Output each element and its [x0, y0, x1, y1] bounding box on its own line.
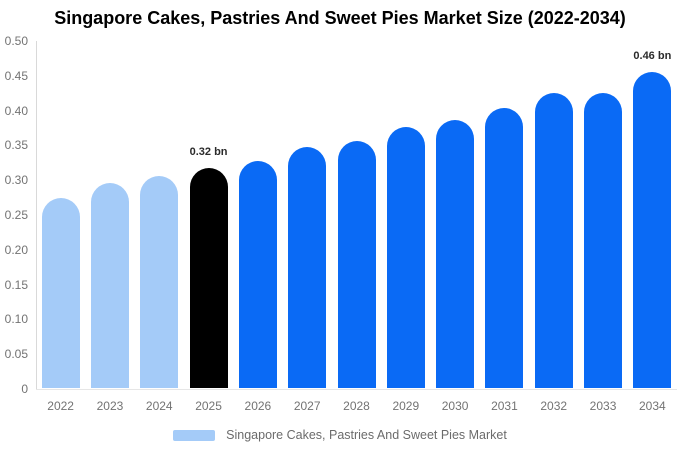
x-axis-label-2033: 2033: [589, 399, 617, 413]
y-axis-label-0.40: 0.40: [4, 103, 28, 118]
bar-2024[interactable]: [140, 176, 179, 388]
x-axis-label-2031: 2031: [491, 399, 518, 413]
value-label-2034: 0.46 bn: [633, 50, 672, 63]
chart-title: Singapore Cakes, Pastries And Sweet Pies…: [54, 8, 626, 28]
y-axis-label-0.10: 0.10: [4, 312, 28, 327]
bar-2026[interactable]: [238, 161, 277, 388]
y-axis-line: [36, 41, 37, 389]
y-axis-label-0.30: 0.30: [4, 173, 28, 188]
bar-2029[interactable]: [386, 127, 425, 388]
y-axis-label-0.50: 0.50: [4, 34, 28, 48]
bar-2027[interactable]: [288, 147, 327, 388]
y-axis-label-0.15: 0.15: [4, 277, 28, 292]
x-axis-label-2023: 2023: [96, 399, 124, 413]
x-axis-label-2032: 2032: [540, 399, 568, 413]
y-axis-label-0.05: 0.05: [4, 347, 28, 362]
x-axis-label-2029: 2029: [392, 399, 420, 413]
legend-label: Singapore Cakes, Pastries And Sweet Pies…: [226, 428, 507, 442]
bar-2032[interactable]: [534, 93, 573, 388]
x-axis-label-2030: 2030: [441, 399, 469, 413]
y-axis-label-0.20: 0.20: [4, 242, 28, 257]
y-axis-label-0.35: 0.35: [4, 138, 28, 153]
y-axis-label-0.45: 0.45: [4, 68, 28, 83]
bar-2023[interactable]: [90, 182, 129, 388]
x-axis-label-2034: 2034: [638, 399, 666, 413]
bar-2031[interactable]: [485, 107, 524, 388]
bar-2022[interactable]: [41, 197, 80, 388]
x-axis-line: [36, 389, 677, 390]
x-axis-label-2022: 2022: [47, 399, 74, 413]
bar-2030[interactable]: [436, 120, 475, 388]
value-label-2025: 0.32 bn: [189, 146, 228, 159]
x-axis-label-2024: 2024: [145, 399, 173, 413]
bar-2028[interactable]: [337, 140, 376, 388]
legend-item[interactable]: Singapore Cakes, Pastries And Sweet Pies…: [0, 427, 680, 443]
bar-2025[interactable]: [189, 168, 228, 388]
x-axis-label-2028: 2028: [343, 399, 370, 413]
x-axis-label-2027: 2027: [293, 399, 321, 413]
y-axis-label-0: 0: [21, 382, 28, 396]
bar-2034[interactable]: [633, 72, 672, 388]
y-axis-label-0.25: 0.25: [4, 208, 28, 222]
legend-swatch[interactable]: [173, 429, 216, 441]
x-axis-label-2025: 2025: [195, 399, 222, 413]
bar-2033[interactable]: [584, 92, 623, 388]
x-axis-label-2026: 2026: [244, 399, 272, 413]
